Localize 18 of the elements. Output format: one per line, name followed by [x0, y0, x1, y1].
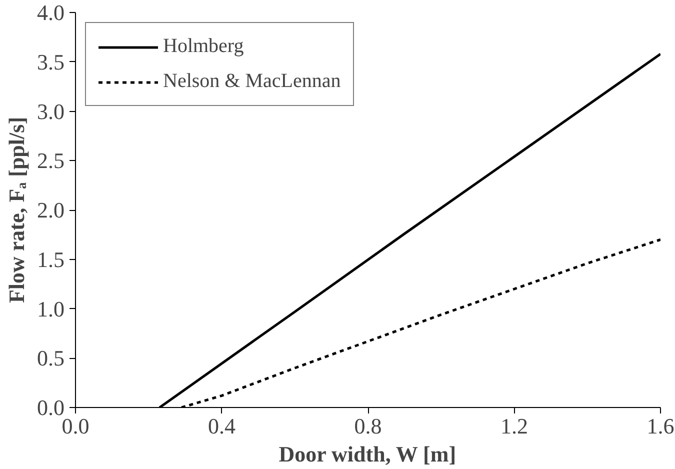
x-tick-label: 0.8 [354, 414, 382, 438]
y-tick-label: 2.5 [37, 148, 64, 174]
x-tick-label: 1.2 [500, 414, 528, 438]
y-tick-label: 0.0 [37, 395, 64, 420]
y-tick-label: 0.5 [37, 346, 64, 371]
y-tick-label: 2.0 [37, 198, 64, 222]
x-axis-title: Door width, W [m] [278, 442, 456, 466]
legend-label: Nelson & MacLennan [163, 70, 341, 93]
x-tick-label: 0.0 [62, 414, 90, 438]
y-tick-label: 1.0 [37, 296, 64, 322]
y-axis-title: Flow rate, Fₐ [ppl/s] [4, 116, 29, 304]
x-tick-label: 1.6 [646, 414, 674, 438]
y-tick-label: 3.5 [37, 49, 64, 74]
y-tick-label: 1.5 [37, 246, 64, 272]
y-tick-label: 4.0 [37, 0, 64, 25]
legend-label: Holmberg [163, 35, 244, 58]
x-tick-label: 0.4 [208, 414, 236, 438]
y-tick-label: 3.0 [37, 98, 64, 124]
